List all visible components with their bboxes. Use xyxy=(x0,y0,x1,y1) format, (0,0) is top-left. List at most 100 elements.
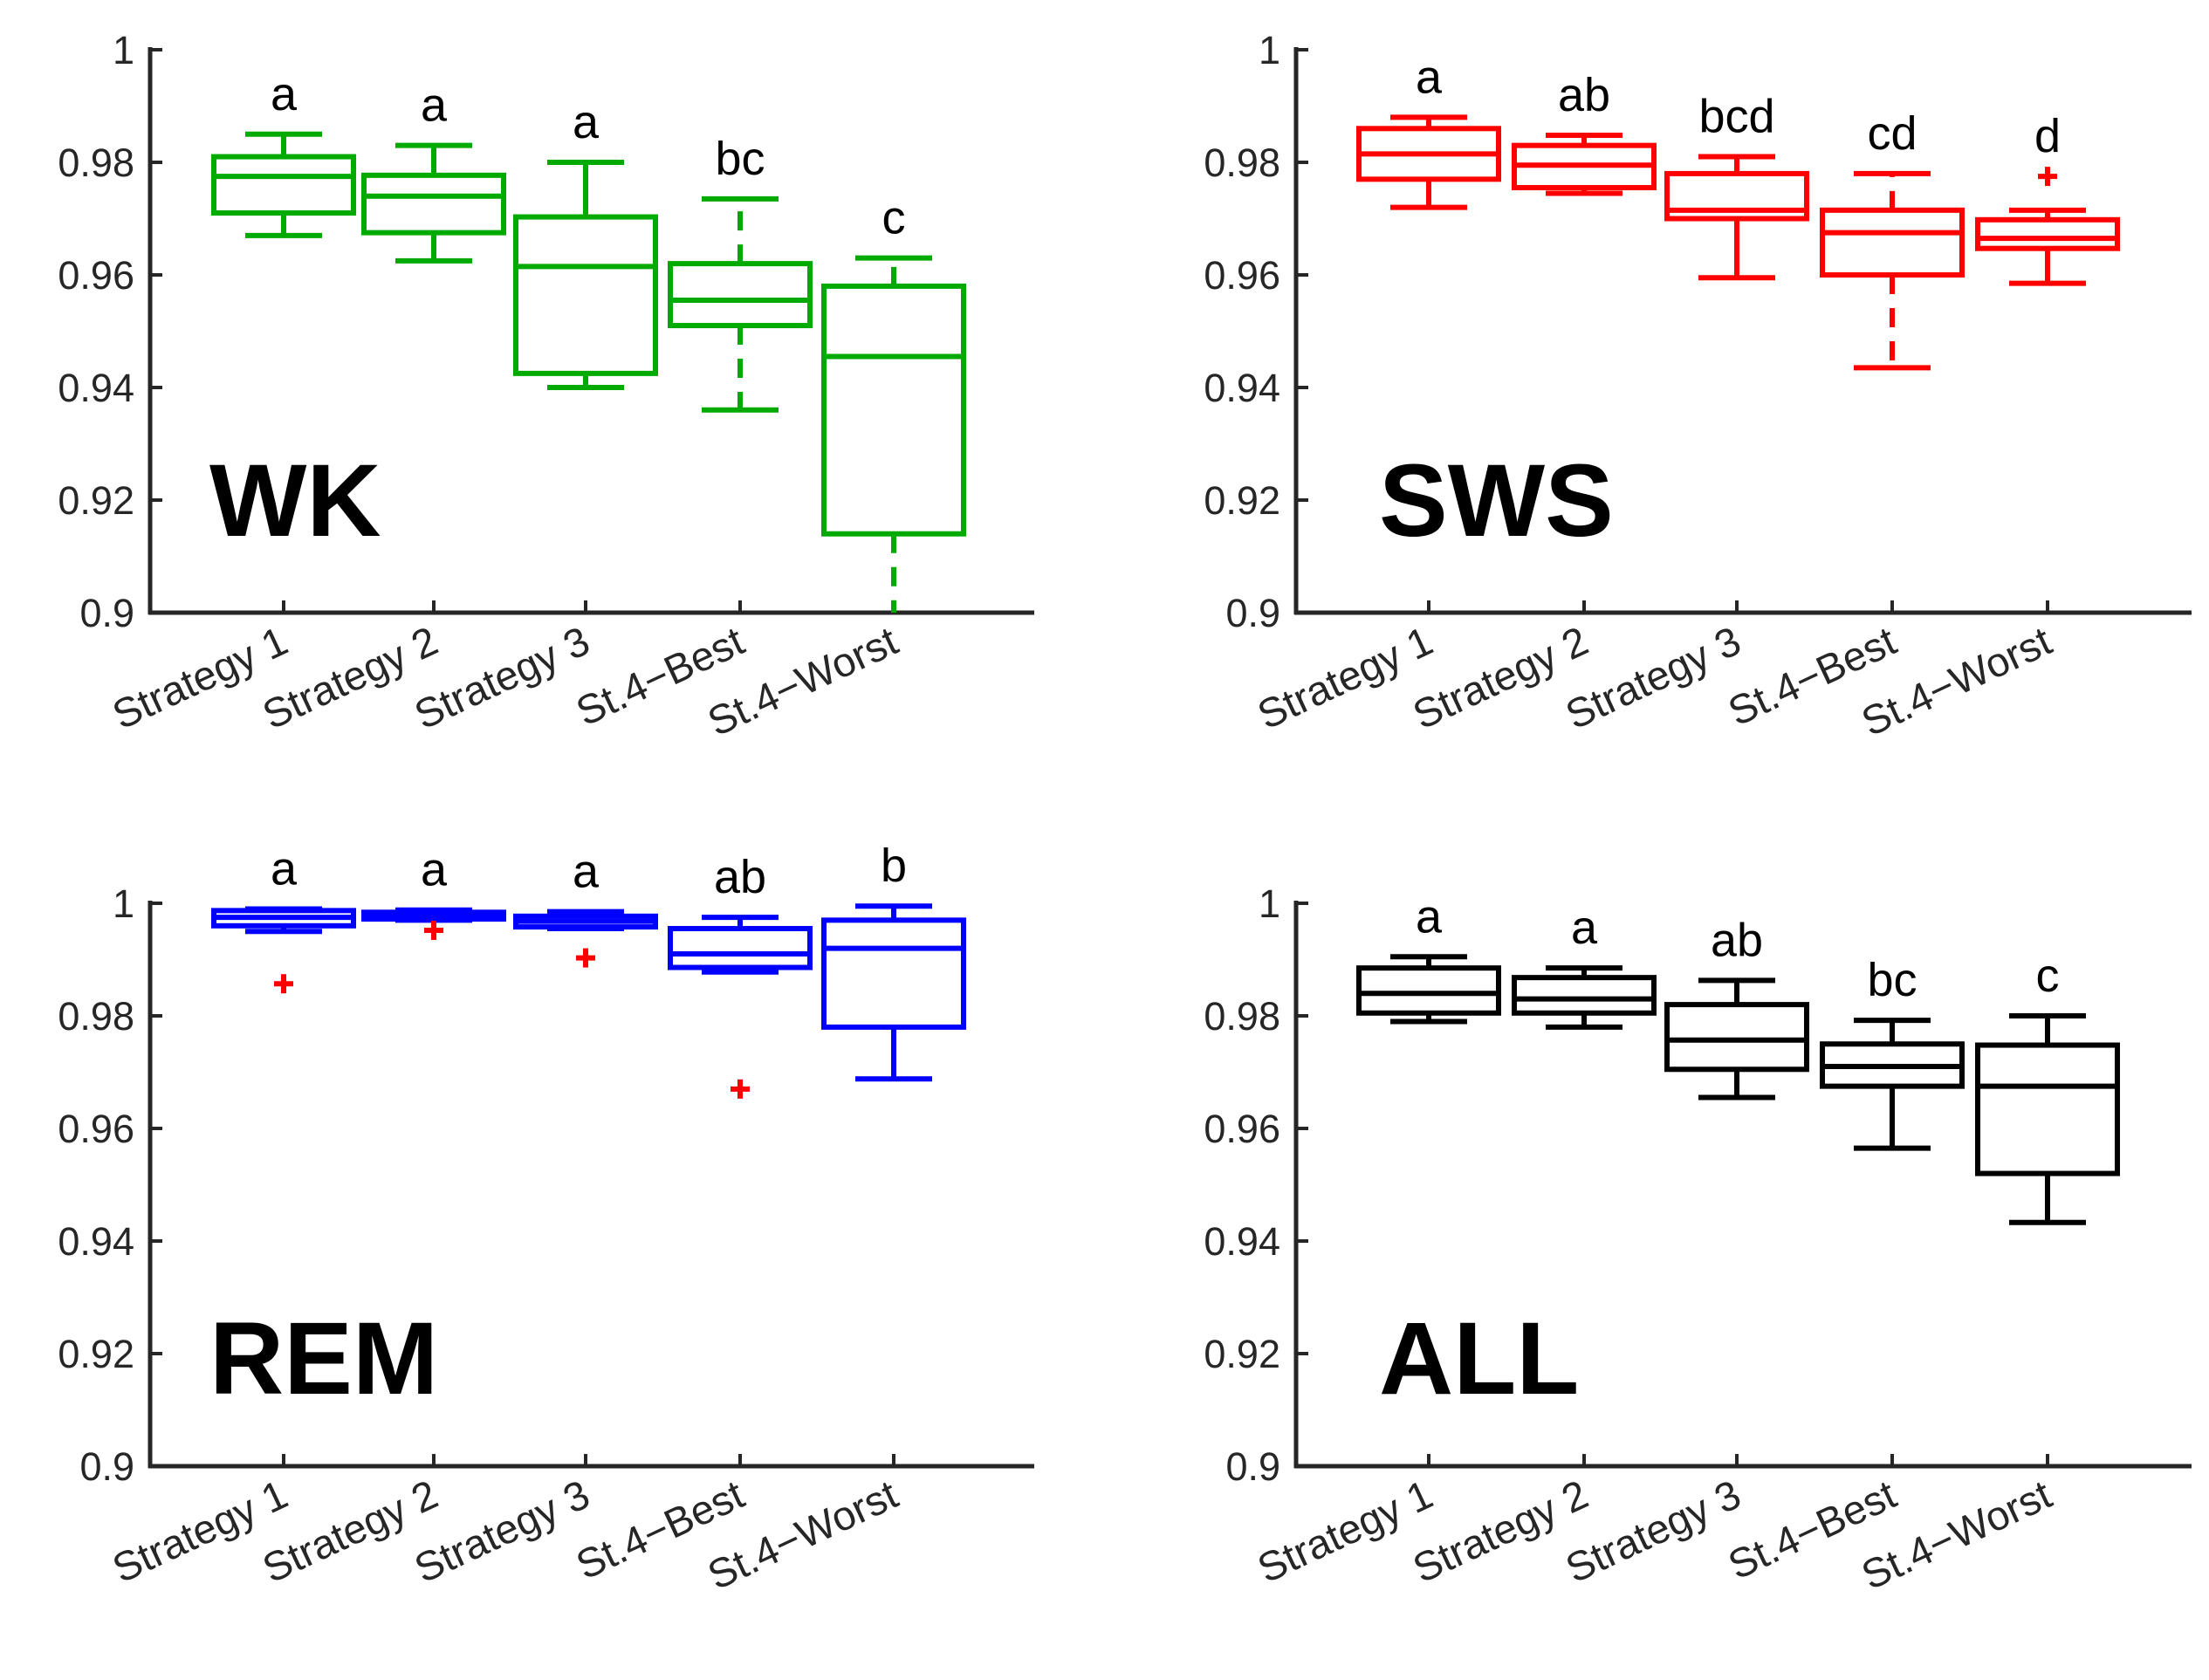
significance-letter: a xyxy=(573,846,600,898)
x-tick-label: Strategy 2 xyxy=(1406,617,1595,738)
box-iqr xyxy=(1975,216,2120,251)
y-tick-label: 0.92 xyxy=(58,1332,134,1376)
y-tick-label: 0.9 xyxy=(79,591,134,635)
box-iqr xyxy=(1820,207,1965,278)
box-4: bc xyxy=(1820,954,1965,1151)
panel-title: SWS xyxy=(1379,443,1614,559)
box-5: c xyxy=(821,192,966,613)
y-tick-label: 0.98 xyxy=(1204,141,1280,185)
y-tick-label: 0.98 xyxy=(58,141,134,185)
significance-letter: bc xyxy=(1867,954,1917,1006)
significance-letter: a xyxy=(271,842,298,895)
significance-letter: a xyxy=(421,844,448,896)
y-tick-label: 0.96 xyxy=(58,253,134,298)
y-tick-label: 1 xyxy=(113,28,134,72)
y-tick-label: 0.9 xyxy=(1225,1444,1280,1489)
significance-letter: bcd xyxy=(1698,91,1774,143)
y-tick-label: 0.96 xyxy=(58,1107,134,1151)
box-4: ab xyxy=(668,851,813,1099)
y-tick-label: 0.9 xyxy=(79,1444,134,1489)
box-iqr xyxy=(211,154,356,216)
x-tick-label: Strategy 3 xyxy=(1559,617,1748,738)
y-tick-label: 1 xyxy=(1259,881,1280,926)
outlier-marker xyxy=(731,1079,750,1099)
box-2: a xyxy=(1512,902,1657,1030)
box-5: c xyxy=(1975,950,2120,1225)
significance-letter: a xyxy=(271,68,298,120)
significance-letter: bc xyxy=(715,133,765,185)
y-tick-label: 0.92 xyxy=(1204,1332,1280,1376)
box-2: a xyxy=(361,844,506,940)
box-iqr xyxy=(821,283,966,537)
box-1: a xyxy=(1356,890,1501,1025)
box-3: ab xyxy=(1664,914,1809,1101)
outlier-marker xyxy=(424,920,443,940)
box-iqr xyxy=(821,917,966,1030)
y-tick-label: 0.94 xyxy=(1204,1219,1280,1264)
box-1: a xyxy=(211,68,356,238)
box-iqr xyxy=(668,926,813,970)
significance-letter: a xyxy=(573,96,600,148)
y-tick-label: 0.96 xyxy=(1204,253,1280,298)
y-tick-label: 0.98 xyxy=(58,994,134,1039)
y-tick-label: 0.92 xyxy=(1204,478,1280,523)
x-tick-label: Strategy 3 xyxy=(408,617,597,738)
box-iqr xyxy=(1664,170,1809,222)
box-iqr xyxy=(361,172,506,236)
y-tick-label: 0.94 xyxy=(58,1219,134,1264)
significance-letter: ab xyxy=(714,851,766,903)
box-1: a xyxy=(211,842,356,994)
significance-letter: d xyxy=(2034,110,2061,162)
significance-letter: a xyxy=(1571,902,1598,954)
significance-letter: c xyxy=(882,192,906,244)
box-1: a xyxy=(1356,51,1501,210)
panel-title: WK xyxy=(209,443,381,559)
box-5: d xyxy=(1975,110,2120,286)
box-iqr xyxy=(1664,1002,1809,1073)
box-iqr xyxy=(668,261,813,329)
x-tick-label: Strategy 3 xyxy=(408,1471,597,1592)
box-3: bcd xyxy=(1664,91,1809,281)
box-4: bc xyxy=(668,133,813,413)
outlier-marker xyxy=(274,974,293,994)
y-tick-label: 1 xyxy=(1259,28,1280,72)
box-4: cd xyxy=(1820,107,1965,371)
box-3: a xyxy=(513,96,658,390)
y-tick-label: 0.94 xyxy=(58,366,134,410)
box-3: a xyxy=(513,846,658,968)
significance-letter: a xyxy=(1416,890,1443,943)
box-2: a xyxy=(361,79,506,264)
y-tick-label: 1 xyxy=(113,881,134,926)
significance-letter: c xyxy=(2036,950,2060,1002)
box-iqr xyxy=(1975,1042,2120,1176)
significance-letter: cd xyxy=(1867,107,1917,160)
box-2: ab xyxy=(1512,69,1657,196)
x-tick-label: Strategy 3 xyxy=(1559,1471,1748,1592)
x-tick-label: Strategy 2 xyxy=(256,1471,445,1592)
significance-letter: b xyxy=(881,840,907,892)
box-5: b xyxy=(821,840,966,1082)
outlier-marker xyxy=(2038,167,2057,187)
y-tick-label: 0.96 xyxy=(1204,1107,1280,1151)
x-tick-label: Strategy 2 xyxy=(1406,1471,1595,1592)
significance-letter: a xyxy=(1416,51,1443,103)
significance-letter: a xyxy=(421,79,448,132)
y-tick-label: 0.98 xyxy=(1204,994,1280,1039)
significance-letter: ab xyxy=(1558,69,1610,121)
panel-title: ALL xyxy=(1379,1301,1579,1416)
box-iqr xyxy=(1356,965,1501,1016)
y-tick-label: 0.94 xyxy=(1204,366,1280,410)
significance-letter: ab xyxy=(1711,914,1763,966)
y-tick-label: 0.92 xyxy=(58,478,134,523)
panel-title: REM xyxy=(209,1301,438,1416)
y-tick-label: 0.9 xyxy=(1225,591,1280,635)
x-tick-label: Strategy 2 xyxy=(256,617,445,738)
outlier-marker xyxy=(576,948,595,968)
box-iqr xyxy=(1512,975,1657,1016)
box-iqr xyxy=(513,214,658,376)
